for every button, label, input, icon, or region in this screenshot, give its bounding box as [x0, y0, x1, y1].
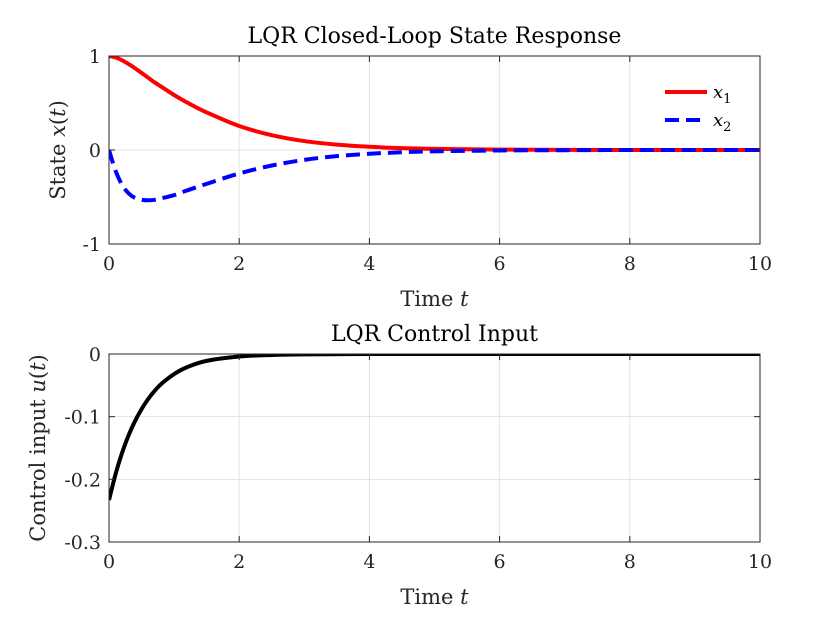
x-tick-label: 10	[748, 253, 772, 275]
x-tick-label: 4	[363, 253, 375, 275]
y-tick-label: -0.2	[64, 469, 101, 491]
chart-title: LQR Control Input	[331, 322, 538, 347]
x-tick-label: 0	[103, 253, 115, 275]
x-tick-label: 8	[624, 551, 636, 573]
legend-label-x2: x2	[713, 110, 731, 135]
y-axis-label: Control input u(t)	[26, 354, 50, 541]
y-tick-label: 0	[89, 344, 101, 366]
x-axis-label: Time t	[400, 287, 469, 311]
x-tick-label: 2	[233, 253, 245, 275]
x-tick-label: 6	[494, 253, 506, 275]
x-tick-label: 4	[363, 551, 375, 573]
x-tick-label: 0	[103, 551, 115, 573]
y-tick-label: -1	[82, 234, 101, 256]
legend-label-x1: x1	[713, 82, 731, 107]
series-x2	[109, 147, 760, 203]
x-tick-label: 2	[233, 551, 245, 573]
axes-frame	[108, 353, 761, 543]
y-axis-label: State x(t)	[46, 100, 70, 200]
y-tick-label: -0.3	[64, 532, 101, 554]
plot-area	[109, 354, 760, 542]
x-tick-label: 10	[748, 551, 772, 573]
chart-title: LQR Closed-Loop State Response	[248, 24, 622, 49]
control-input-axes: 0 2 4 6 8 10 -0.3 -0.2 -0.1 0 LQR Control Input Tim…	[26, 322, 772, 609]
x-tick-label: 8	[624, 253, 636, 275]
y-tick-label: -0.1	[64, 407, 101, 429]
series-1-0	[109, 354, 760, 501]
y-tick-label: 1	[89, 46, 101, 68]
y-tick-label: 0	[89, 140, 101, 162]
x-tick-label: 6	[494, 551, 506, 573]
x-axis-label: Time t	[400, 585, 469, 609]
